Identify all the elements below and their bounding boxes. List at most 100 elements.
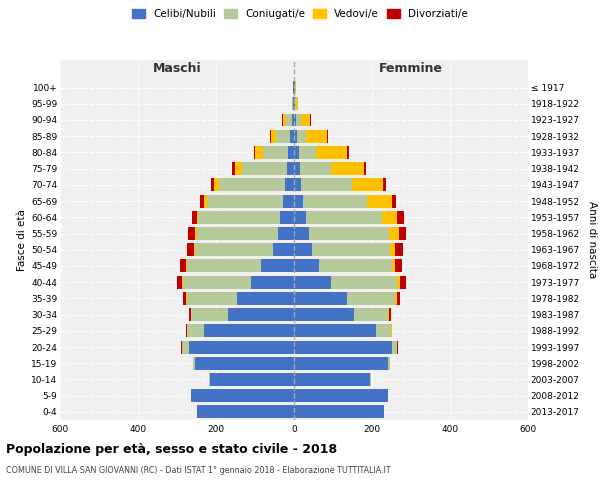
- Bar: [295, 98, 296, 110]
- Bar: [319, 260, 392, 272]
- Bar: [395, 292, 397, 305]
- Bar: [316, 146, 347, 159]
- Bar: [211, 178, 214, 192]
- Y-axis label: Anni di nascita: Anni di nascita: [587, 202, 596, 278]
- Bar: [294, 98, 295, 110]
- Bar: [306, 130, 327, 142]
- Bar: [187, 260, 261, 272]
- Bar: [214, 178, 219, 192]
- Bar: [232, 162, 235, 175]
- Bar: [182, 276, 183, 288]
- Bar: [397, 276, 400, 288]
- Bar: [191, 308, 228, 321]
- Bar: [389, 243, 395, 256]
- Bar: [187, 292, 238, 305]
- Bar: [294, 243, 311, 256]
- Bar: [294, 340, 392, 353]
- Bar: [270, 130, 271, 142]
- Bar: [294, 389, 388, 402]
- Bar: [331, 162, 364, 175]
- Bar: [183, 276, 251, 288]
- Bar: [309, 227, 389, 240]
- Bar: [347, 292, 395, 305]
- Bar: [188, 340, 294, 353]
- Bar: [395, 243, 403, 256]
- Bar: [389, 227, 398, 240]
- Bar: [294, 308, 355, 321]
- Bar: [331, 276, 397, 288]
- Bar: [294, 130, 297, 142]
- Bar: [376, 324, 391, 338]
- Text: Maschi: Maschi: [152, 62, 202, 74]
- Y-axis label: Fasce di età: Fasce di età: [17, 209, 27, 271]
- Bar: [193, 357, 194, 370]
- Bar: [301, 178, 352, 192]
- Bar: [388, 308, 389, 321]
- Bar: [186, 324, 187, 338]
- Bar: [294, 114, 296, 126]
- Bar: [355, 308, 388, 321]
- Bar: [204, 194, 207, 207]
- Bar: [194, 243, 272, 256]
- Bar: [288, 146, 294, 159]
- Bar: [271, 130, 277, 142]
- Bar: [293, 98, 294, 110]
- Bar: [306, 211, 382, 224]
- Bar: [294, 81, 295, 94]
- Bar: [398, 227, 406, 240]
- Bar: [301, 114, 310, 126]
- Bar: [294, 292, 347, 305]
- Bar: [367, 194, 392, 207]
- Bar: [294, 276, 331, 288]
- Bar: [370, 373, 371, 386]
- Bar: [295, 81, 296, 94]
- Bar: [287, 162, 294, 175]
- Bar: [187, 243, 194, 256]
- Bar: [397, 340, 398, 353]
- Bar: [294, 357, 388, 370]
- Bar: [283, 114, 286, 126]
- Bar: [280, 211, 294, 224]
- Bar: [391, 324, 392, 338]
- Bar: [290, 130, 294, 142]
- Bar: [294, 194, 302, 207]
- Bar: [400, 276, 406, 288]
- Bar: [352, 178, 383, 192]
- Bar: [294, 146, 299, 159]
- Bar: [261, 260, 294, 272]
- Bar: [178, 276, 182, 288]
- Bar: [383, 178, 386, 192]
- Bar: [299, 146, 316, 159]
- Bar: [283, 194, 294, 207]
- Bar: [292, 114, 294, 126]
- Bar: [238, 292, 294, 305]
- Bar: [251, 276, 294, 288]
- Bar: [219, 178, 286, 192]
- Bar: [294, 162, 300, 175]
- Bar: [286, 114, 292, 126]
- Bar: [389, 308, 391, 321]
- Text: Popolazione per età, sesso e stato civile - 2018: Popolazione per età, sesso e stato civil…: [6, 442, 337, 456]
- Bar: [188, 227, 196, 240]
- Bar: [200, 194, 204, 207]
- Bar: [392, 194, 396, 207]
- Bar: [294, 178, 301, 192]
- Bar: [388, 357, 389, 370]
- Bar: [297, 130, 306, 142]
- Bar: [327, 130, 328, 142]
- Bar: [294, 260, 319, 272]
- Bar: [196, 227, 278, 240]
- Bar: [296, 114, 301, 126]
- Bar: [180, 260, 186, 272]
- Bar: [347, 146, 349, 159]
- Bar: [392, 260, 395, 272]
- Bar: [182, 340, 188, 353]
- Bar: [310, 114, 311, 126]
- Bar: [191, 389, 294, 402]
- Bar: [187, 324, 204, 338]
- Bar: [209, 373, 210, 386]
- Bar: [186, 260, 187, 272]
- Text: Femmine: Femmine: [379, 62, 443, 74]
- Bar: [397, 292, 400, 305]
- Bar: [255, 146, 263, 159]
